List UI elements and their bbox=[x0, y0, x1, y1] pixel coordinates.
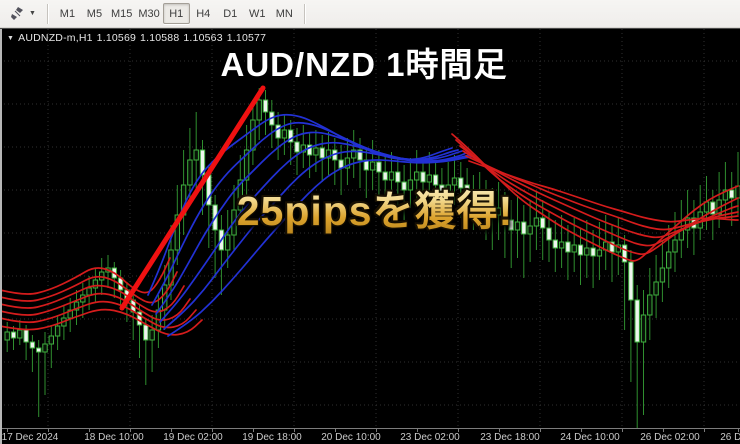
timeframe-button-h4[interactable]: H4 bbox=[190, 3, 217, 24]
chevron-down-icon[interactable]: ▼ bbox=[29, 10, 36, 17]
axis-tick bbox=[458, 429, 459, 432]
axis-tick bbox=[7, 429, 8, 432]
timeframe-button-m15[interactable]: M15 bbox=[108, 3, 135, 24]
time-axis-label: 19 Dec 02:00 bbox=[163, 432, 223, 443]
chart-quote-label: ▼ AUDNZD-m,H1 1.10569 1.10588 1.10563 1.10577 bbox=[7, 32, 270, 44]
axis-tick bbox=[171, 429, 172, 432]
axis-tick bbox=[417, 429, 418, 432]
axis-tick bbox=[540, 429, 541, 432]
quote-open: 1.10569 bbox=[96, 32, 137, 44]
time-axis-label: 23 Dec 18:00 bbox=[480, 432, 540, 443]
axis-tick bbox=[581, 429, 582, 432]
timeframe-button-w1[interactable]: W1 bbox=[244, 3, 271, 24]
quote-symbol: AUDNZD-m,H1 bbox=[18, 32, 93, 44]
axis-tick bbox=[294, 429, 295, 432]
time-axis-label: 23 Dec 02:00 bbox=[400, 432, 460, 443]
axis-tick bbox=[130, 429, 131, 432]
chart-window[interactable]: ▼ AUDNZD-m,H1 1.10569 1.10588 1.10563 1.10577… bbox=[0, 28, 740, 444]
axis-tick bbox=[212, 429, 213, 432]
quote-low: 1.10563 bbox=[183, 32, 223, 44]
axis-tick bbox=[499, 429, 500, 432]
axis-tick bbox=[376, 429, 377, 432]
pips-badge-overlay: 25pipsを獲得! bbox=[237, 177, 514, 237]
chart-title-overlay: AUD/NZD 1時間足 bbox=[220, 46, 508, 83]
axis-tick bbox=[253, 429, 254, 432]
timeframe-button-mn[interactable]: MN bbox=[271, 3, 298, 24]
time-axis-label: 26 Dec 18:00 bbox=[720, 432, 740, 443]
axis-tick bbox=[704, 429, 705, 432]
timeframe-button-d1[interactable]: D1 bbox=[217, 3, 244, 24]
timeframe-button-m30[interactable]: M30 bbox=[135, 3, 162, 24]
time-axis-label: 18 Dec 10:00 bbox=[84, 432, 144, 443]
time-axis-label: 20 Dec 10:00 bbox=[321, 432, 381, 443]
axis-tick bbox=[335, 429, 336, 432]
triangle-down-icon: ▼ bbox=[7, 35, 15, 42]
time-axis[interactable]: 17 Dec 2024 18 Dec 10:00 19 Dec 02:00 19 De… bbox=[0, 428, 740, 444]
quote-high: 1.10588 bbox=[140, 32, 180, 44]
timeframe-button-m5[interactable]: M5 bbox=[81, 3, 108, 24]
chart-tool-button[interactable]: ▼ bbox=[5, 3, 41, 25]
time-axis-label: 26 Dec 02:00 bbox=[640, 432, 700, 443]
toolbar: ▼ M1 M5 M15 M30 H1 H4 D1 W1 MN bbox=[0, 0, 740, 28]
axis-tick bbox=[48, 429, 49, 432]
window-left-border bbox=[0, 29, 2, 444]
axis-tick bbox=[738, 429, 739, 432]
toolbar-separator bbox=[303, 3, 305, 24]
quote-close: 1.10577 bbox=[226, 32, 267, 44]
chart-canvas[interactable] bbox=[0, 29, 740, 430]
axis-tick bbox=[89, 429, 90, 432]
time-axis-label: 17 Dec 2024 bbox=[1, 432, 59, 443]
timeframe-button-m1[interactable]: M1 bbox=[54, 3, 81, 24]
toolbar-separator bbox=[46, 3, 48, 24]
time-axis-label: 24 Dec 10:00 bbox=[560, 432, 620, 443]
timeframe-button-h1[interactable]: H1 bbox=[162, 3, 190, 24]
axis-tick bbox=[622, 429, 623, 432]
chart-arrows-icon bbox=[11, 7, 23, 20]
time-axis-label: 19 Dec 18:00 bbox=[242, 432, 302, 443]
axis-tick bbox=[663, 429, 664, 432]
